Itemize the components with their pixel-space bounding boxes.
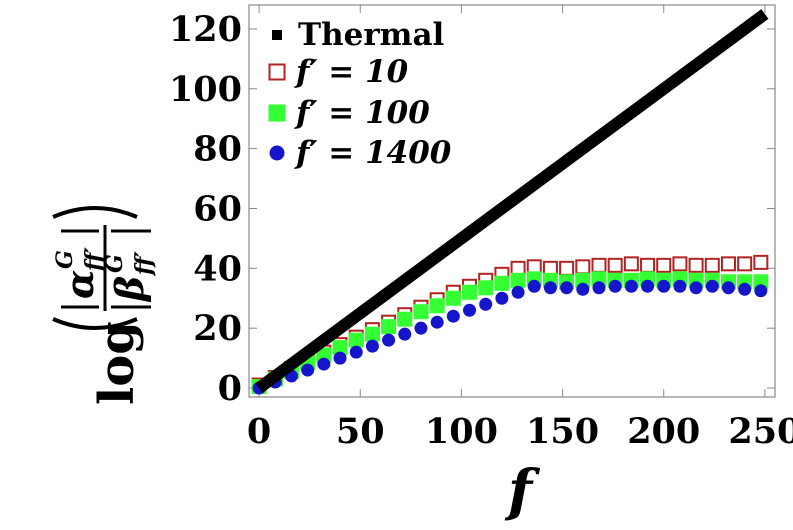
point-fprime-1400 xyxy=(365,339,379,353)
point-fprime-10 xyxy=(559,260,575,276)
x-tick-label: 0 xyxy=(247,411,271,452)
point-fprime-100 xyxy=(348,332,364,348)
y-tick-label: 20 xyxy=(193,308,242,349)
point-fprime-100 xyxy=(445,290,461,306)
y-axis-label: log α G ff′ β G ff′ xyxy=(52,206,157,405)
point-fprime-1400 xyxy=(398,327,412,341)
x-tick-label: 250 xyxy=(728,411,793,452)
legend-label: f′ = 1400 xyxy=(294,135,452,171)
x-tick-label: 200 xyxy=(627,411,700,452)
y-label-num-sub: ff′ xyxy=(81,247,107,273)
point-fprime-1400 xyxy=(479,297,493,311)
point-fprime-1400 xyxy=(689,281,703,295)
point-fprime-1400 xyxy=(754,284,768,298)
point-fprime-10 xyxy=(640,257,656,273)
point-fprime-10 xyxy=(688,257,704,273)
point-fprime-1400 xyxy=(705,279,719,293)
point-fprime-100 xyxy=(510,272,526,288)
point-fprime-1400 xyxy=(543,281,557,295)
point-fprime-1400 xyxy=(624,279,638,293)
data-marks xyxy=(251,9,769,395)
legend-label: Thermal xyxy=(298,17,444,53)
point-fprime-1400 xyxy=(608,279,622,293)
plot-frame xyxy=(248,4,776,398)
point-fprime-1400 xyxy=(446,309,460,323)
point-fprime-1400 xyxy=(641,279,655,293)
point-fprime-1400 xyxy=(382,333,396,347)
point-fprime-100 xyxy=(381,319,397,335)
y-tick-label: 120 xyxy=(169,9,242,50)
point-fprime-10 xyxy=(656,257,672,273)
y-label-den-sub: ff′ xyxy=(131,251,157,277)
y-tick-label: 100 xyxy=(169,69,242,110)
point-fprime-100 xyxy=(478,280,494,296)
point-fprime-1400 xyxy=(738,282,752,296)
x-tick-label: 50 xyxy=(336,411,385,452)
point-fprime-100 xyxy=(364,326,380,342)
y-label-log: log xyxy=(89,321,145,405)
y-tick-label: 80 xyxy=(193,129,242,170)
point-fprime-1400 xyxy=(527,279,541,293)
legend-marker xyxy=(268,104,286,122)
point-fprime-100 xyxy=(332,340,348,356)
point-fprime-1400 xyxy=(673,279,687,293)
point-fprime-1400 xyxy=(495,291,509,305)
x-tick-label: 100 xyxy=(425,411,498,452)
point-fprime-1400 xyxy=(511,285,525,299)
y-label-open-paren xyxy=(52,317,138,330)
legend-marker xyxy=(269,145,285,161)
axis-ticks: 0 50 100 150 200 250 0 20 40 60 80 100 120 xyxy=(169,5,793,452)
y-label-num-sup: G xyxy=(52,250,78,269)
point-fprime-10 xyxy=(623,256,639,272)
point-fprime-1400 xyxy=(414,321,428,335)
y-tick-label: 60 xyxy=(193,188,242,229)
point-fprime-1400 xyxy=(301,363,315,377)
point-fprime-100 xyxy=(494,275,510,291)
point-fprime-10 xyxy=(753,254,769,270)
point-fprime-1400 xyxy=(349,345,363,359)
y-tick-label: 0 xyxy=(218,368,242,409)
series-thermal-line xyxy=(255,9,769,393)
y-tick-label: 40 xyxy=(193,248,242,289)
point-fprime-1400 xyxy=(560,281,574,295)
point-fprime-1400 xyxy=(576,282,590,296)
point-fprime-10 xyxy=(607,257,623,273)
y-label-numerator: α xyxy=(57,270,102,299)
point-fprime-10 xyxy=(575,259,591,275)
point-fprime-1400 xyxy=(463,303,477,317)
y-label-denominator: β xyxy=(107,276,152,303)
point-fprime-10 xyxy=(737,256,753,272)
point-fprime-10 xyxy=(672,256,688,272)
point-fprime-100 xyxy=(397,311,413,327)
y-label-den-sup: G xyxy=(102,254,128,273)
point-fprime-100 xyxy=(413,304,429,320)
point-fprime-10 xyxy=(704,257,720,273)
point-fprime-1400 xyxy=(721,281,735,295)
legend-label: f′ = 100 xyxy=(294,95,430,131)
point-fprime-1400 xyxy=(430,315,444,329)
y-label-close-paren xyxy=(52,206,138,219)
x-axis-label: f xyxy=(504,458,541,524)
point-fprime-100 xyxy=(429,298,445,314)
point-fprime-1400 xyxy=(657,279,671,293)
point-fprime-1400 xyxy=(317,357,331,371)
x-tick-label: 150 xyxy=(526,411,599,452)
point-fprime-100 xyxy=(462,284,478,300)
point-fprime-1400 xyxy=(592,281,606,295)
legend-marker-thermal xyxy=(272,30,282,40)
legend-marker xyxy=(268,63,286,81)
point-fprime-10 xyxy=(591,257,607,273)
point-fprime-10 xyxy=(720,256,736,272)
legend-label: f′ = 10 xyxy=(294,54,409,90)
point-fprime-1400 xyxy=(333,351,347,365)
